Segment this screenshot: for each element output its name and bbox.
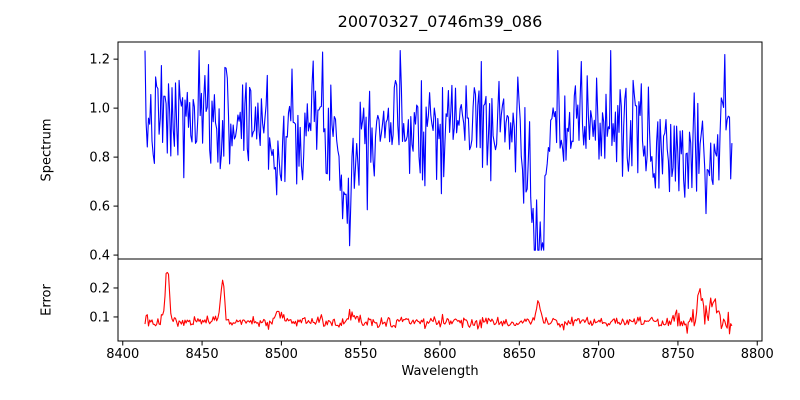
error-line — [144, 271, 733, 335]
x-axis-label: Wavelength — [401, 364, 479, 379]
spectrum-y-tick-label: 0.4 — [89, 249, 110, 264]
x-axis-ticks: 8400 8450 8500 8550 8600 8650 8700 8750 8800 — [106, 341, 774, 362]
x-tick-label: 8550 — [344, 347, 377, 362]
error-y-tick-label: 0.1 — [89, 310, 110, 325]
spectrum-y-tick-label: 0.8 — [89, 151, 110, 166]
spectrum-panel-border — [117, 41, 763, 260]
x-tick-label: 8700 — [582, 347, 615, 362]
x-tick-label: 8600 — [423, 347, 456, 362]
spectrum-y-tick-label: 1.2 — [89, 53, 110, 68]
x-tick-label: 8400 — [106, 347, 139, 362]
error-panel-border — [117, 258, 763, 342]
x-tick-label: 8500 — [265, 347, 298, 362]
spectrum-y-ticks: 0.4 0.6 0.8 1.0 1.2 — [89, 53, 118, 264]
spectrum-y-tick-label: 0.6 — [89, 200, 110, 215]
chart-title: 20070327_0746m39_086 — [337, 12, 543, 31]
error-y-ticks: 0.1 0.2 — [89, 281, 118, 325]
spectrum-line — [144, 50, 733, 251]
x-tick-label: 8450 — [186, 347, 219, 362]
x-tick-label: 8800 — [741, 347, 774, 362]
spectrum-y-tick-label: 1.0 — [89, 102, 110, 117]
x-tick-label: 8650 — [503, 347, 536, 362]
x-tick-label: 8750 — [661, 347, 694, 362]
error-y-tick-label: 0.2 — [89, 281, 110, 296]
